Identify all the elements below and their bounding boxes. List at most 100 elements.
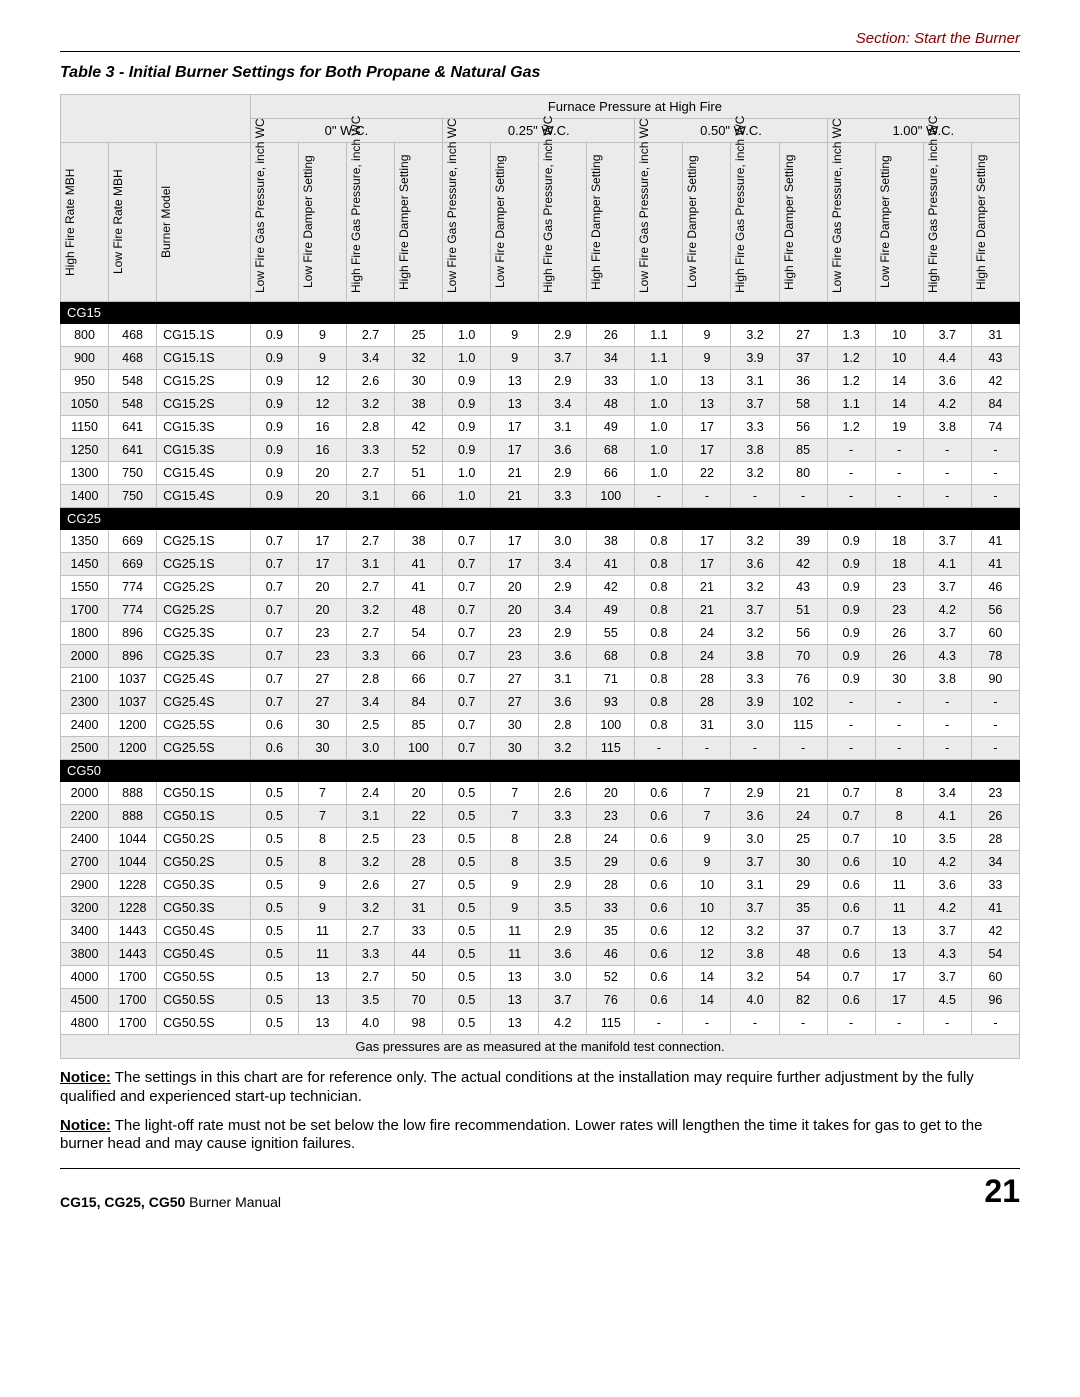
table-cell: 0.7 — [250, 668, 298, 691]
table-cell: - — [779, 737, 827, 760]
table-cell: 0.5 — [443, 989, 491, 1012]
column-header: Low Fire Damper Setting — [875, 143, 923, 302]
table-cell: 0.9 — [827, 645, 875, 668]
table-cell: 3.4 — [539, 393, 587, 416]
table-cell: 3.7 — [731, 897, 779, 920]
table-cell: 84 — [971, 393, 1019, 416]
table-cell: - — [971, 691, 1019, 714]
table-cell: 3.2 — [731, 462, 779, 485]
table-cell: 0.7 — [250, 645, 298, 668]
table-cell: 3.8 — [923, 416, 971, 439]
table-cell: CG25.3S — [157, 622, 251, 645]
page-number: 21 — [984, 1173, 1020, 1210]
column-header: Low Fire Rate MBH — [109, 143, 157, 302]
column-header: Low Fire Damper Setting — [491, 143, 539, 302]
table-cell: 0.7 — [827, 828, 875, 851]
table-cell: 9 — [683, 851, 731, 874]
table-cell: 0.7 — [443, 714, 491, 737]
table-cell: 9 — [491, 324, 539, 347]
table-cell: 3.0 — [346, 737, 394, 760]
table-cell: 51 — [779, 599, 827, 622]
table-cell: 3.1 — [346, 553, 394, 576]
table-cell: 4800 — [61, 1012, 109, 1035]
table-cell: 46 — [971, 576, 1019, 599]
table-row: 34001443CG50.4S0.5112.7330.5112.9350.612… — [61, 920, 1020, 943]
table-cell: 10 — [875, 347, 923, 370]
table-cell: 25 — [779, 828, 827, 851]
table-cell: 2000 — [61, 782, 109, 805]
table-cell: 0.9 — [827, 553, 875, 576]
table-cell: 2.8 — [346, 668, 394, 691]
table-row: 1050548CG15.2S0.9123.2380.9133.4481.0133… — [61, 393, 1020, 416]
column-header: High Fire Gas Pressure, inch WC — [923, 143, 971, 302]
table-cell: 3.2 — [346, 897, 394, 920]
table-row: 21001037CG25.4S0.7272.8660.7273.1710.828… — [61, 668, 1020, 691]
table-cell: 13 — [491, 1012, 539, 1035]
table-cell: 3.7 — [923, 324, 971, 347]
table-cell: - — [923, 737, 971, 760]
column-header: High Fire Gas Pressure, inch WC — [731, 143, 779, 302]
table-cell: 21 — [683, 576, 731, 599]
table-cell: 68 — [587, 439, 635, 462]
table-cell: 0.7 — [443, 622, 491, 645]
table-cell: 23 — [491, 645, 539, 668]
table-cell: 0.5 — [443, 920, 491, 943]
table-cell: 3.0 — [539, 530, 587, 553]
table-cell: 0.7 — [250, 553, 298, 576]
table-cell: 70 — [779, 645, 827, 668]
table-row: 24001044CG50.2S0.582.5230.582.8240.693.0… — [61, 828, 1020, 851]
table-cell: 2.6 — [539, 782, 587, 805]
table-row: 24001200CG25.5S0.6302.5850.7302.81000.83… — [61, 714, 1020, 737]
table-cell: 3.3 — [539, 805, 587, 828]
table-cell: - — [875, 737, 923, 760]
table-cell: 16 — [298, 416, 346, 439]
table-cell: - — [779, 485, 827, 508]
table-title: Table 3 - Initial Burner Settings for Bo… — [60, 64, 1020, 82]
table-cell: 0.8 — [635, 668, 683, 691]
super-header: Furnace Pressure at High Fire — [250, 95, 1019, 119]
pressure-col-header: 0" W.C. — [250, 119, 442, 143]
table-cell: 4.2 — [923, 393, 971, 416]
table-cell: 0.8 — [635, 599, 683, 622]
table-cell: 2400 — [61, 828, 109, 851]
table-cell: 0.8 — [635, 553, 683, 576]
table-cell: 3.8 — [731, 439, 779, 462]
table-cell: 9 — [491, 874, 539, 897]
table-cell: 3.0 — [731, 828, 779, 851]
table-cell: 0.7 — [250, 530, 298, 553]
table-cell: 3.2 — [731, 622, 779, 645]
table-cell: 3.4 — [346, 347, 394, 370]
table-cell: 44 — [395, 943, 443, 966]
table-row: 1400750CG15.4S0.9203.1661.0213.3100-----… — [61, 485, 1020, 508]
table-cell: 0.5 — [250, 874, 298, 897]
table-cell: - — [779, 1012, 827, 1035]
table-cell: 13 — [491, 393, 539, 416]
table-cell: 56 — [779, 622, 827, 645]
table-cell: 24 — [587, 828, 635, 851]
table-row: 2000888CG50.1S0.572.4200.572.6200.672.92… — [61, 782, 1020, 805]
table-cell: - — [827, 485, 875, 508]
table-cell: 0.5 — [250, 782, 298, 805]
manual-name: CG15, CG25, CG50 Burner Manual — [60, 1194, 281, 1210]
table-cell: - — [683, 1012, 731, 1035]
group-header: CG25 — [61, 508, 1020, 530]
table-cell: - — [875, 439, 923, 462]
table-cell: 3.1 — [346, 805, 394, 828]
table-cell: 774 — [109, 599, 157, 622]
table-cell: 10 — [875, 828, 923, 851]
table-cell: 17 — [683, 553, 731, 576]
table-cell: 3.6 — [539, 439, 587, 462]
table-cell: 10 — [875, 851, 923, 874]
column-header: High Fire Damper Setting — [395, 143, 443, 302]
table-cell: 48 — [395, 599, 443, 622]
table-cell: 3.1 — [346, 485, 394, 508]
table-cell: 85 — [779, 439, 827, 462]
table-cell: 3.7 — [539, 989, 587, 1012]
table-cell: 0.5 — [443, 897, 491, 920]
table-cell: 1.2 — [827, 370, 875, 393]
table-footnote: Gas pressures are as measured at the man… — [61, 1035, 1020, 1059]
table-cell: - — [875, 462, 923, 485]
table-cell: 2.7 — [346, 920, 394, 943]
table-cell: 2.5 — [346, 828, 394, 851]
table-cell: 0.6 — [635, 920, 683, 943]
